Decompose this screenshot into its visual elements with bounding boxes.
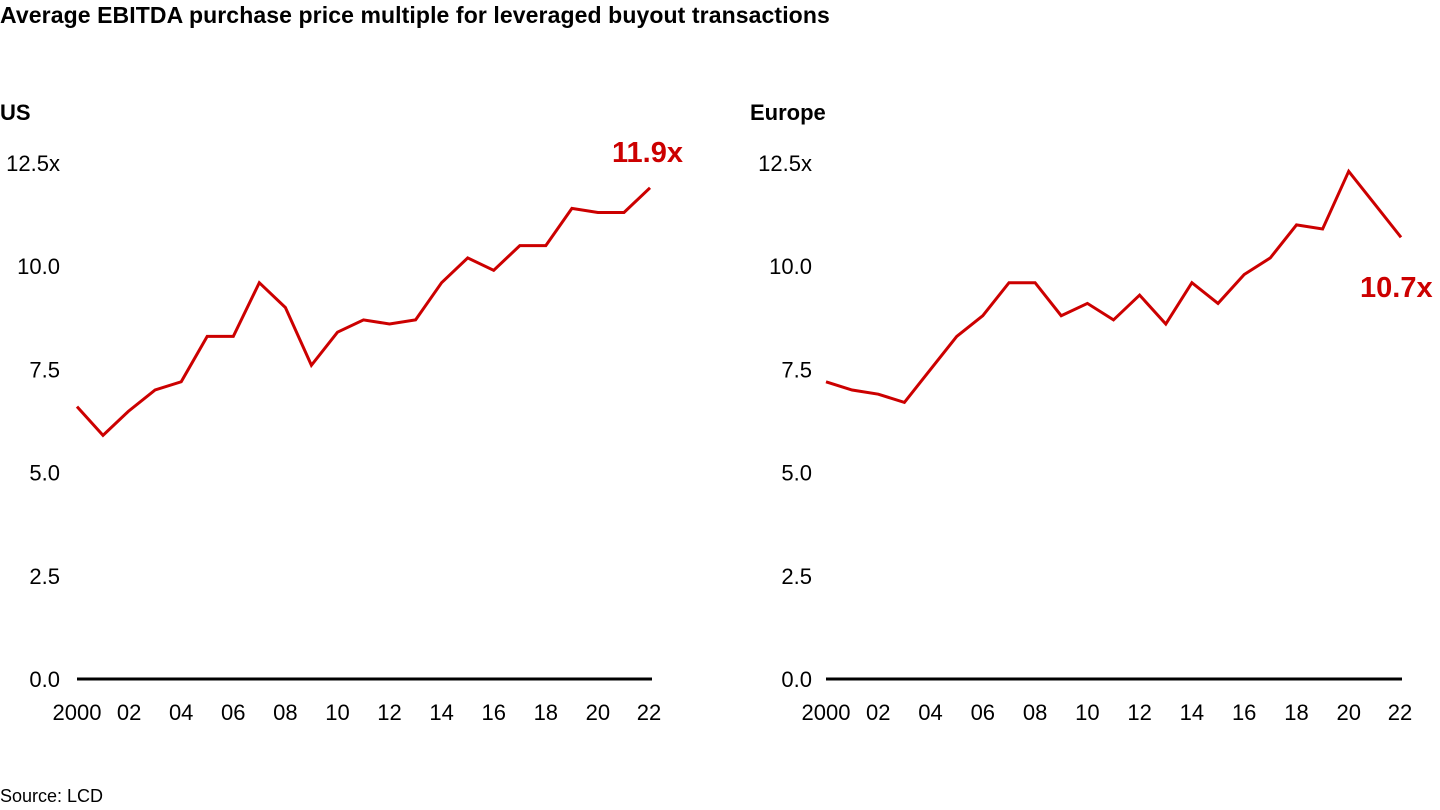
europe-x-tick-label: 12	[1127, 700, 1151, 725]
europe-chart-panel: Europe 0.0 2.5 5.0 7.5 10.0 12.5x 2000 02 04 06 08…	[750, 100, 1433, 725]
europe-y-tick-label: 0.0	[781, 667, 812, 692]
us-chart-panel: US 0.0 2.5 5.0 7.5 10.0 12.5x 2000 02 04 06 08 10 12…	[0, 100, 683, 725]
europe-x-tick-label: 10	[1075, 700, 1099, 725]
europe-y-tick-label: 10.0	[769, 254, 812, 279]
europe-x-tick-label: 08	[1023, 700, 1047, 725]
us-x-tick-label: 14	[429, 700, 453, 725]
us-x-tick-label: 2000	[53, 700, 102, 725]
europe-x-tick-label: 18	[1284, 700, 1308, 725]
source-note: Source: LCD	[0, 786, 104, 806]
europe-y-tick-label: 2.5	[781, 564, 812, 589]
europe-panel-title: Europe	[750, 100, 826, 125]
us-x-tick-label: 16	[481, 700, 505, 725]
europe-y-tick-label: 7.5	[781, 357, 812, 382]
us-x-tick-label: 10	[325, 700, 349, 725]
europe-x-tick-label: 04	[918, 700, 942, 725]
us-y-tick-label: 12.5x	[6, 151, 60, 176]
europe-end-value-label: 10.7x	[1360, 272, 1433, 304]
us-x-tick-label: 22	[637, 700, 661, 725]
europe-x-tick-label: 16	[1232, 700, 1256, 725]
us-x-tick-label: 04	[169, 700, 193, 725]
europe-y-tick-label: 5.0	[781, 461, 812, 486]
us-x-tick-label: 06	[221, 700, 245, 725]
europe-y-tick-label: 12.5x	[758, 151, 812, 176]
us-x-tick-label: 18	[534, 700, 558, 725]
us-end-value-label: 11.9x	[612, 137, 683, 169]
us-x-tick-label: 02	[117, 700, 141, 725]
us-series-line	[75, 186, 652, 438]
us-x-tick-label: 08	[273, 700, 297, 725]
europe-x-tick-label: 02	[866, 700, 890, 725]
europe-x-tick-label: 20	[1336, 700, 1360, 725]
us-y-tick-label: 7.5	[29, 357, 60, 382]
us-y-tick-label: 2.5	[29, 564, 60, 589]
europe-x-tick-label: 22	[1388, 700, 1412, 725]
europe-x-tick-label: 06	[971, 700, 995, 725]
us-y-tick-label: 10.0	[17, 254, 60, 279]
chart-title: Average EBITDA purchase price multiple f…	[0, 2, 830, 28]
us-panel-title: US	[0, 100, 31, 125]
europe-series-line	[825, 168, 1403, 405]
europe-x-tick-label: 2000	[802, 700, 851, 725]
europe-x-tick-label: 14	[1180, 700, 1204, 725]
us-y-tick-label: 0.0	[29, 667, 60, 692]
us-x-tick-label: 12	[377, 700, 401, 725]
us-y-tick-label: 5.0	[29, 461, 60, 486]
us-x-tick-label: 20	[586, 700, 610, 725]
